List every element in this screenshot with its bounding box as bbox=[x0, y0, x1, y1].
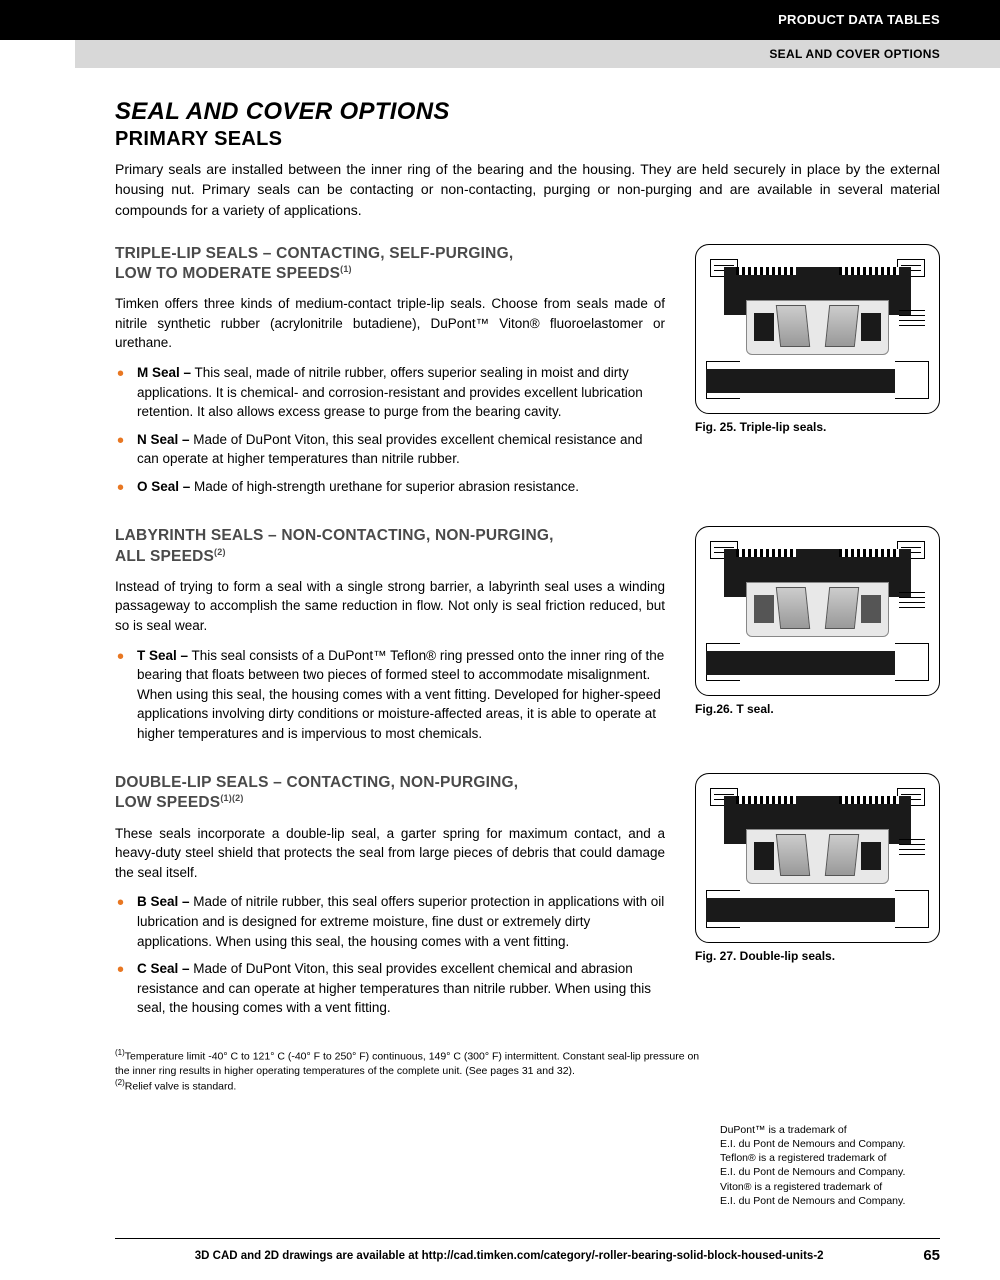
bullet-label: T Seal – bbox=[137, 648, 188, 663]
bullet-text: This seal consists of a DuPont™ Teflon® … bbox=[137, 648, 664, 741]
header-black-bar: PRODUCT DATA TABLES bbox=[0, 0, 1000, 40]
list-item: M Seal – This seal, made of nitrile rubb… bbox=[133, 363, 665, 422]
header-grey-bar: SEAL AND COVER OPTIONS bbox=[75, 40, 1000, 68]
intro-paragraph: Primary seals are installed between the … bbox=[115, 159, 940, 220]
header-category: PRODUCT DATA TABLES bbox=[778, 12, 940, 27]
bullet-text: Made of DuPont Viton, this seal provides… bbox=[137, 961, 651, 1015]
section-paragraph: Timken offers three kinds of medium-cont… bbox=[115, 294, 665, 353]
footnote-sup: (1) bbox=[115, 1048, 125, 1057]
footnote-text: Relief valve is standard. bbox=[125, 1080, 236, 1092]
bullet-label: N Seal – bbox=[137, 432, 190, 447]
heading-line2: LOW TO MODERATE SPEEDS bbox=[115, 265, 340, 282]
heading-line1: DOUBLE-LIP SEALS – CONTACTING, NON-PURGI… bbox=[115, 774, 518, 791]
bullet-label: O Seal – bbox=[137, 479, 190, 494]
list-item: O Seal – Made of high-strength urethane … bbox=[133, 477, 665, 497]
figure-25: Fig. 25. Triple-lip seals. bbox=[695, 244, 940, 505]
list-item: C Seal – Made of DuPont Viton, this seal… bbox=[133, 959, 665, 1018]
heading-sup: (1) bbox=[340, 264, 352, 274]
sub-title: PRIMARY SEALS bbox=[115, 128, 940, 151]
footnote-text: Temperature limit -40° C to 121° C (-40°… bbox=[115, 1050, 699, 1076]
bullet-text: This seal, made of nitrile rubber, offer… bbox=[137, 365, 643, 419]
section-heading: TRIPLE-LIP SEALS – CONTACTING, SELF-PURG… bbox=[115, 244, 665, 284]
bullet-text: Made of DuPont Viton, this seal provides… bbox=[137, 432, 643, 467]
heading-sup: (1)(2) bbox=[220, 793, 243, 803]
figure-27: Fig. 27. Double-lip seals. bbox=[695, 773, 940, 1026]
section-text: TRIPLE-LIP SEALS – CONTACTING, SELF-PURG… bbox=[115, 244, 665, 505]
heading-line2: ALL SPEEDS bbox=[115, 548, 214, 565]
heading-line1: TRIPLE-LIP SEALS – CONTACTING, SELF-PURG… bbox=[115, 245, 513, 262]
section-text: LABYRINTH SEALS – NON-CONTACTING, NON-PU… bbox=[115, 526, 665, 751]
trademark-notice: DuPont™ is a trademark of E.I. du Pont d… bbox=[720, 1123, 940, 1208]
bullet-label: M Seal – bbox=[137, 365, 191, 380]
bullet-text: Made of high-strength urethane for super… bbox=[190, 479, 579, 494]
section-text: DOUBLE-LIP SEALS – CONTACTING, NON-PURGI… bbox=[115, 773, 665, 1026]
section-heading: LABYRINTH SEALS – NON-CONTACTING, NON-PU… bbox=[115, 526, 665, 566]
bullet-text: Made of nitrile rubber, this seal offers… bbox=[137, 894, 664, 948]
diagram-double-lip bbox=[695, 773, 940, 943]
list-item: T Seal – This seal consists of a DuPont™… bbox=[133, 646, 665, 744]
heading-line1: LABYRINTH SEALS – NON-CONTACTING, NON-PU… bbox=[115, 527, 554, 544]
figure-caption: Fig. 25. Triple-lip seals. bbox=[695, 420, 940, 434]
section-double-lip: DOUBLE-LIP SEALS – CONTACTING, NON-PURGI… bbox=[115, 773, 940, 1026]
footnote-sup: (2) bbox=[115, 1078, 125, 1087]
bullet-label: C Seal – bbox=[137, 961, 190, 976]
section-labyrinth: LABYRINTH SEALS – NON-CONTACTING, NON-PU… bbox=[115, 526, 940, 751]
footnote-1: (1)Temperature limit -40° C to 121° C (-… bbox=[115, 1048, 700, 1078]
section-paragraph: These seals incorporate a double-lip sea… bbox=[115, 824, 665, 883]
bullet-list: B Seal – Made of nitrile rubber, this se… bbox=[115, 892, 665, 1017]
list-item: B Seal – Made of nitrile rubber, this se… bbox=[133, 892, 665, 951]
figure-26: Fig.26. T seal. bbox=[695, 526, 940, 751]
bullet-list: T Seal – This seal consists of a DuPont™… bbox=[115, 646, 665, 744]
footnote-2: (2)Relief valve is standard. bbox=[115, 1078, 700, 1094]
figure-caption: Fig. 27. Double-lip seals. bbox=[695, 949, 940, 963]
section-triple-lip: TRIPLE-LIP SEALS – CONTACTING, SELF-PURG… bbox=[115, 244, 940, 505]
figure-caption: Fig.26. T seal. bbox=[695, 702, 940, 716]
list-item: N Seal – Made of DuPont Viton, this seal… bbox=[133, 430, 665, 469]
heading-sup: (2) bbox=[214, 547, 226, 557]
bullet-list: M Seal – This seal, made of nitrile rubb… bbox=[115, 363, 665, 496]
section-heading: DOUBLE-LIP SEALS – CONTACTING, NON-PURGI… bbox=[115, 773, 665, 813]
page-number: 65 bbox=[923, 1247, 940, 1264]
section-paragraph: Instead of trying to form a seal with a … bbox=[115, 577, 665, 636]
bullet-label: B Seal – bbox=[137, 894, 190, 909]
header-subcategory: SEAL AND COVER OPTIONS bbox=[769, 47, 940, 61]
diagram-triple-lip bbox=[695, 244, 940, 414]
footer-link-text: 3D CAD and 2D drawings are available at … bbox=[115, 1250, 903, 1262]
diagram-t-seal bbox=[695, 526, 940, 696]
page: PRODUCT DATA TABLES SEAL AND COVER OPTIO… bbox=[0, 0, 1000, 1280]
content: SEAL AND COVER OPTIONS PRIMARY SEALS Pri… bbox=[0, 68, 1000, 1093]
heading-line2: LOW SPEEDS bbox=[115, 795, 220, 812]
main-title: SEAL AND COVER OPTIONS bbox=[115, 98, 940, 126]
footer: 3D CAD and 2D drawings are available at … bbox=[0, 1238, 1000, 1264]
footnotes: (1)Temperature limit -40° C to 121° C (-… bbox=[115, 1048, 940, 1094]
